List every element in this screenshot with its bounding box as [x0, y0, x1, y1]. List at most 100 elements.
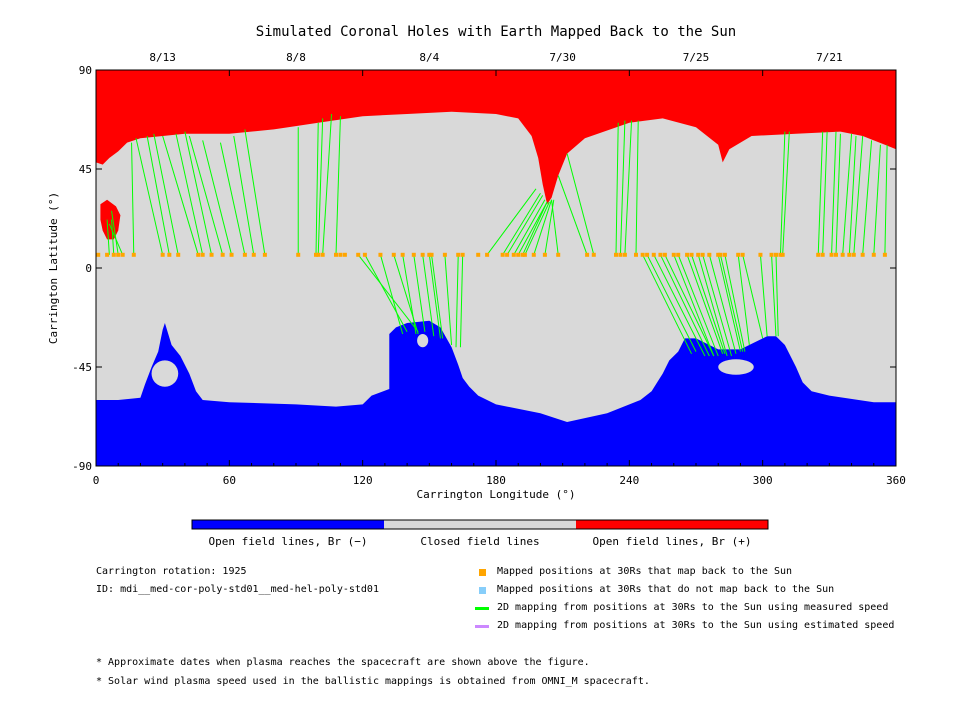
x-tick-label-120: 120 [353, 474, 373, 487]
field-line-34 [502, 192, 541, 256]
field-line-48 [635, 120, 639, 255]
top-date-0: 8/13 [149, 51, 176, 64]
field-line-40 [533, 199, 553, 255]
field-line-39 [524, 201, 550, 256]
field-line-12 [202, 140, 233, 255]
mapped-point-31 [427, 252, 432, 257]
field-line-9 [175, 133, 204, 255]
mapped-point-28 [400, 252, 405, 257]
x-tick-label-240: 240 [619, 474, 639, 487]
field-line-60 [708, 254, 737, 354]
mapped-point-16 [262, 252, 267, 257]
field-line-15 [244, 129, 266, 255]
closed-island-1 [417, 334, 429, 348]
field-line-63 [724, 254, 746, 352]
mapped-point-6 [160, 252, 165, 257]
field-line-8 [162, 135, 199, 255]
axes: 0 60 120 180 240 300 360 -90 -45 0 45 90 [72, 64, 906, 487]
mapped-point-58 [671, 252, 676, 257]
mapped-point-52 [634, 252, 638, 257]
field-line-33 [486, 188, 537, 256]
x-tick-label-360: 360 [886, 474, 906, 487]
model-id: ID: mdi__med-cor-poly-std01__med-hel-pol… [96, 584, 379, 595]
mapped-point-71 [769, 252, 774, 257]
colorbar-label-0: Open field lines, Br (−) [209, 535, 368, 548]
mapped-point-55 [651, 252, 656, 257]
field-line-55 [677, 254, 719, 357]
mapped-point-68 [736, 252, 741, 257]
field-line-37 [517, 201, 548, 256]
mapped-point-51 [622, 252, 627, 257]
field-line-59 [702, 254, 733, 357]
north-positive-coronal-hole [96, 70, 896, 205]
mapped-point-13 [229, 252, 234, 257]
field-line-38 [522, 201, 548, 256]
mapped-point-50 [618, 252, 623, 257]
field-line-45 [615, 122, 619, 255]
mapped-point-7 [167, 252, 172, 257]
mapped-point-24 [356, 252, 361, 257]
y-axis-label: Carrington Latitude (°) [47, 192, 60, 344]
mapped-point-35 [460, 252, 465, 257]
mapped-point-2 [111, 252, 116, 257]
field-line-73 [831, 131, 837, 255]
mapped-point-40 [511, 252, 516, 257]
y-tick-label--90: -90 [72, 460, 92, 473]
field-line-64 [737, 254, 750, 346]
colorbar-segment-0 [192, 520, 384, 529]
mapped-point-38 [500, 252, 505, 257]
field-line-61 [717, 254, 741, 352]
field-line-69 [779, 131, 786, 255]
mapped-point-47 [585, 252, 590, 257]
mapped-point-21 [334, 252, 338, 257]
field-line-30 [444, 254, 453, 346]
mapped-point-62 [696, 252, 701, 257]
colorbar-frame [191, 519, 769, 530]
field-line-mappings [106, 113, 888, 357]
mapped-point-43 [522, 252, 527, 257]
mapped-point-60 [685, 252, 690, 257]
mapped-point-79 [840, 252, 845, 257]
colorbar-label-1: Closed field lines [420, 535, 539, 548]
field-line-78 [862, 140, 873, 255]
mapped-point-3 [116, 252, 121, 257]
field-line-19 [322, 113, 333, 255]
field-line-11 [188, 135, 224, 255]
mapped-point-11 [209, 252, 214, 257]
mapped-point-10 [200, 252, 205, 257]
field-line-68 [775, 254, 779, 337]
field-line-79 [873, 144, 881, 255]
field-line-1 [111, 219, 115, 255]
top-date-2: 8/4 [419, 51, 439, 64]
legend-symbol-2 [475, 607, 489, 610]
y-tick-label-45: 45 [79, 163, 92, 176]
field-line-2 [111, 210, 119, 255]
field-line-5 [135, 138, 164, 255]
mapped-point-80 [847, 252, 852, 257]
closed-island-0 [151, 360, 179, 387]
field-line-53 [664, 254, 715, 357]
x-tick-label-300: 300 [753, 474, 773, 487]
field-line-67 [771, 254, 777, 337]
mapped-point-15 [251, 252, 256, 257]
mapped-point-66 [718, 252, 723, 257]
x-tick-label-180: 180 [486, 474, 506, 487]
field-line-10 [184, 131, 213, 255]
positive-island-hole [100, 199, 121, 240]
field-line-35 [506, 195, 544, 256]
field-line-26 [413, 254, 426, 332]
carrington-rotation: Carrington rotation: 1925 [96, 566, 247, 577]
field-line-43 [557, 175, 588, 255]
field-line-76 [848, 135, 857, 255]
field-line-18 [317, 118, 324, 255]
colorbar-segment-2 [576, 520, 768, 529]
field-line-27 [422, 254, 435, 337]
colorbar: Open field lines, Br (−) Closed field lin… [191, 519, 769, 548]
closed-island-2 [718, 359, 754, 375]
mapped-point-64 [707, 252, 712, 257]
mapped-point-22 [338, 252, 343, 257]
mapped-point-53 [640, 252, 645, 257]
field-line-17 [315, 122, 319, 255]
mapped-point-63 [700, 252, 705, 257]
mapped-point-9 [196, 252, 201, 257]
